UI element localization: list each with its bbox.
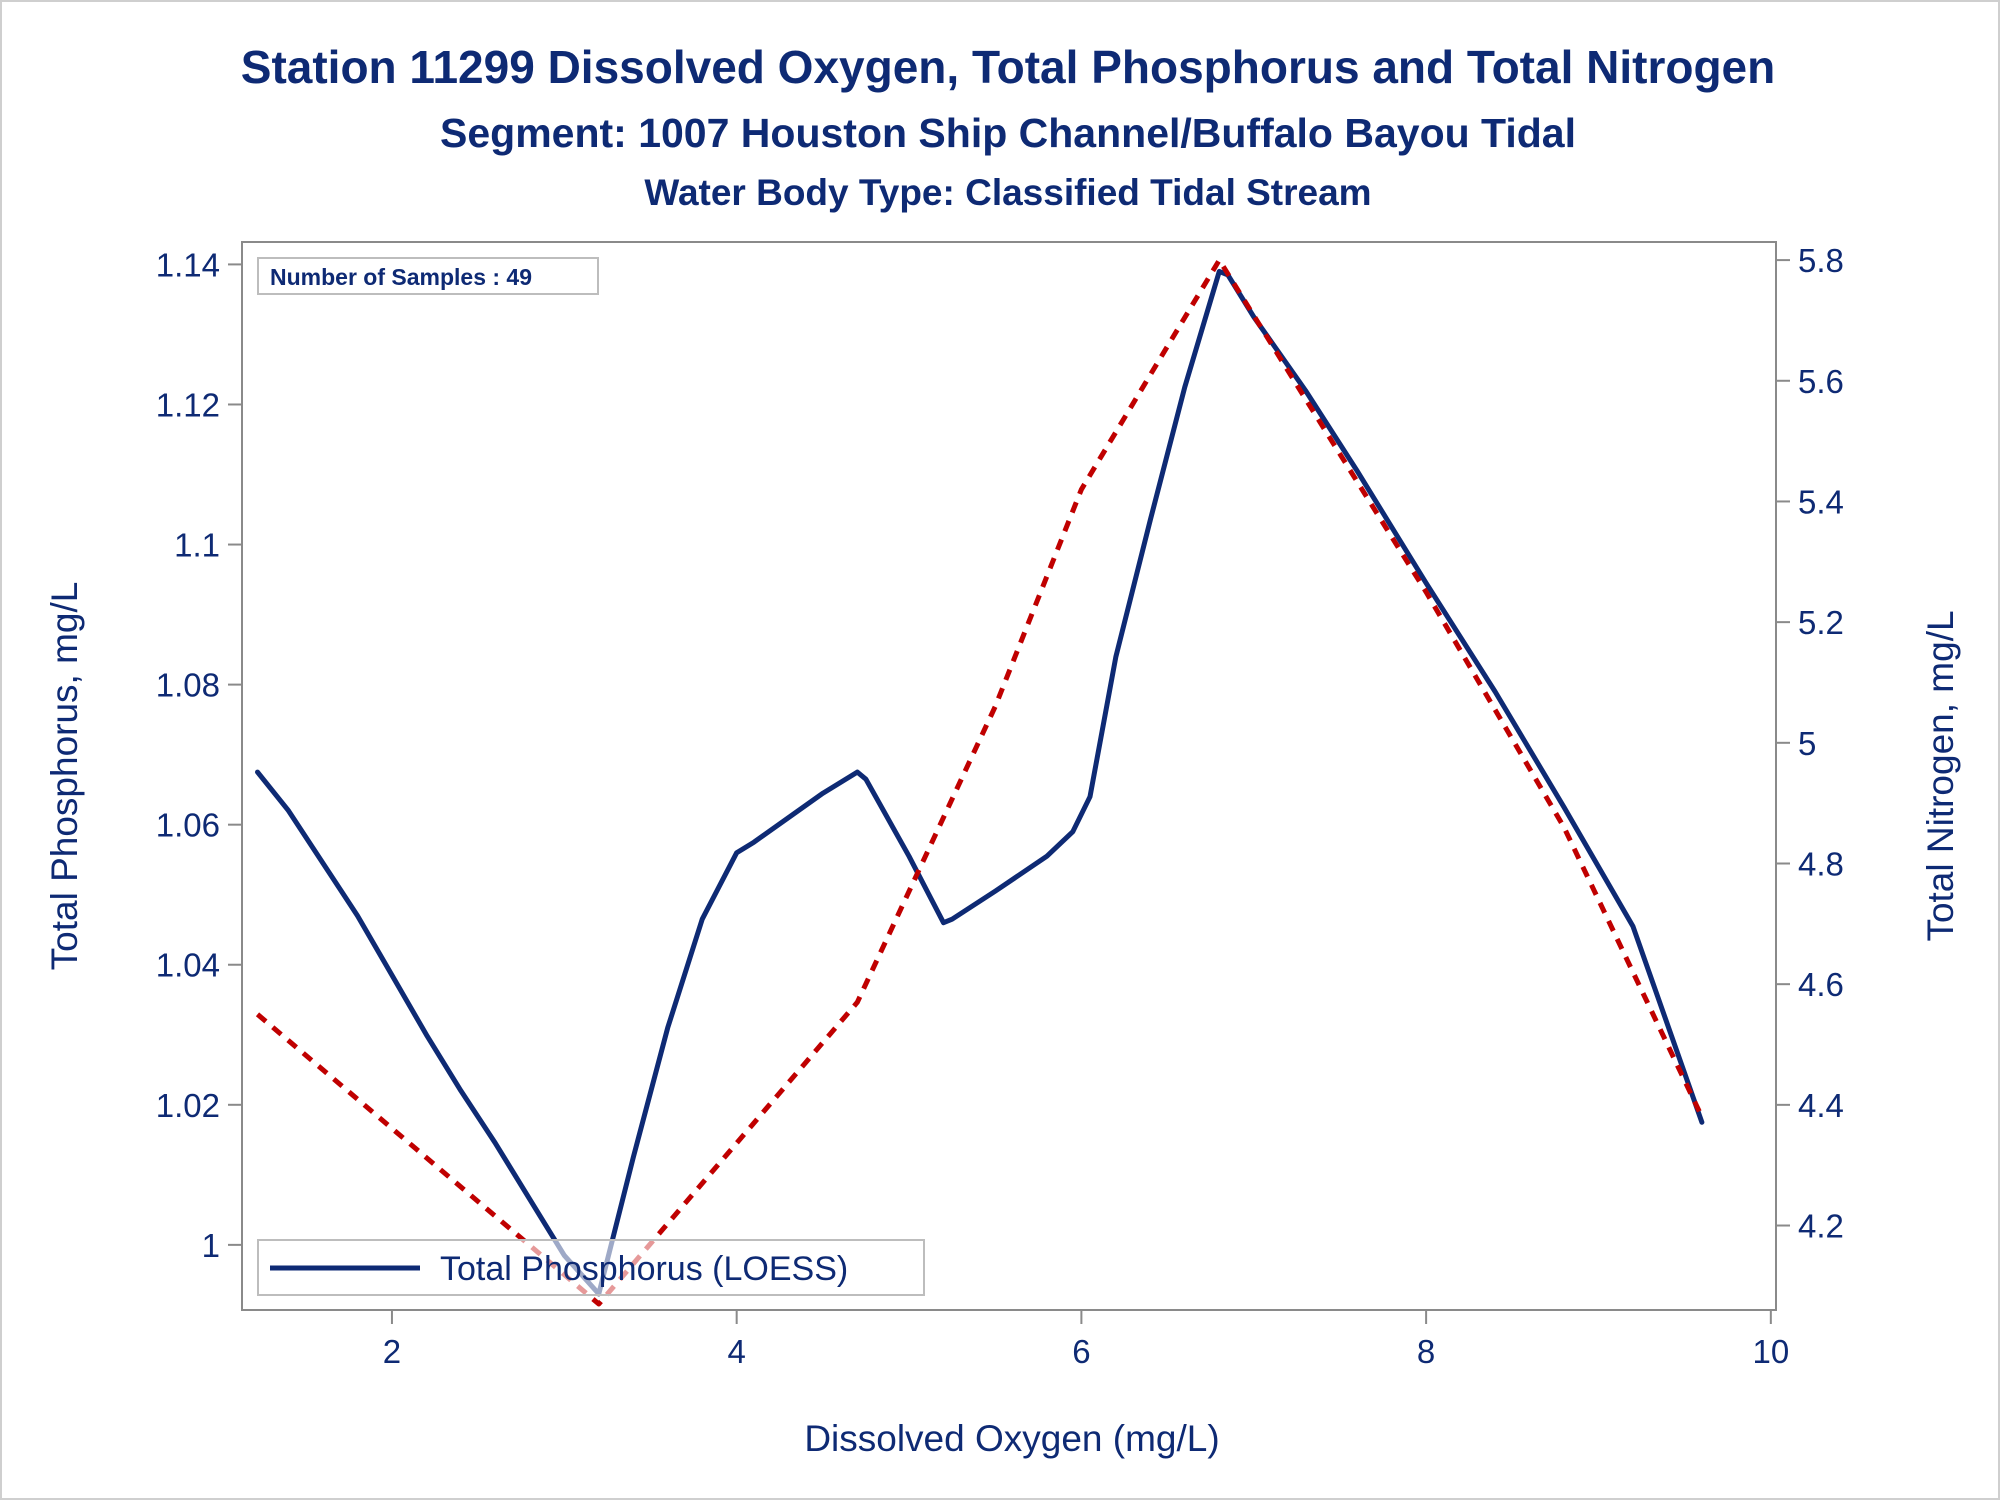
chart-subtitle: Segment: 1007 Houston Ship Channel/Buffa… [440,110,1576,156]
y-tick-label: 1.08 [156,667,220,704]
y-axis-left: 1 1.02 1.04 1.06 1.08 1.1 1.12 1.14 [156,246,242,1264]
samples-inset-box [257,257,599,295]
y-tick-label: 1.04 [156,947,220,984]
x-axis-label: Dissolved Oxygen (mg/L) [804,1418,1219,1459]
series-line-total-phosphorus [255,268,1705,1297]
y-tick-label: 1.12 [156,386,220,423]
y-tick-label: 1.02 [156,1087,220,1124]
legend: Total Phosphorus (LOESS) [257,1239,925,1296]
x-tick-label: 2 [383,1333,401,1370]
y-tick-label: 1.14 [156,246,220,283]
chart-title: Station 11299 Dissolved Oxygen, Total Ph… [241,41,1775,93]
chart-subtitle-2: Water Body Type: Classified Tidal Stream [644,172,1371,213]
y-axis-right: 4.2 4.4 4.6 4.8 5 5.2 5.4 5.6 5.8 [1776,242,1844,1245]
y2-tick-label: 4.8 [1798,845,1844,882]
y2-tick-label: 4.2 [1798,1208,1844,1245]
plot-area [241,241,1777,1311]
y2-tick-label: 5.2 [1798,604,1844,641]
x-tick-label: 6 [1072,1333,1090,1370]
y2-tick-label: 5.6 [1798,363,1844,400]
y2-tick-label: 4.6 [1798,966,1844,1003]
legend-entry-phosphorus: Total Phosphorus (LOESS) [440,1250,848,1288]
y2-axis-label: Total Nitrogen, mg/L [1920,610,1961,941]
y2-tick-label: 5.4 [1798,483,1844,520]
x-tick-label: 8 [1417,1333,1435,1370]
y-tick-label: 1 [202,1227,220,1264]
y2-tick-label: 5 [1798,725,1816,762]
series-line-total-nitrogen [255,257,1705,1307]
y2-tick-label: 5.8 [1798,242,1844,279]
samples-inset-text: Number of Samples : 49 [270,264,532,290]
x-tick-label: 10 [1752,1333,1789,1370]
x-tick-label: 4 [727,1333,745,1370]
y-tick-label: 1.1 [174,527,220,564]
y-tick-label: 1.06 [156,807,220,844]
series-layer [255,257,1705,1307]
x-axis: 2 4 6 8 10 [383,1310,1789,1370]
y-axis-label: Total Phosphorus, mg/L [44,582,85,971]
y2-tick-label: 4.4 [1798,1087,1844,1124]
